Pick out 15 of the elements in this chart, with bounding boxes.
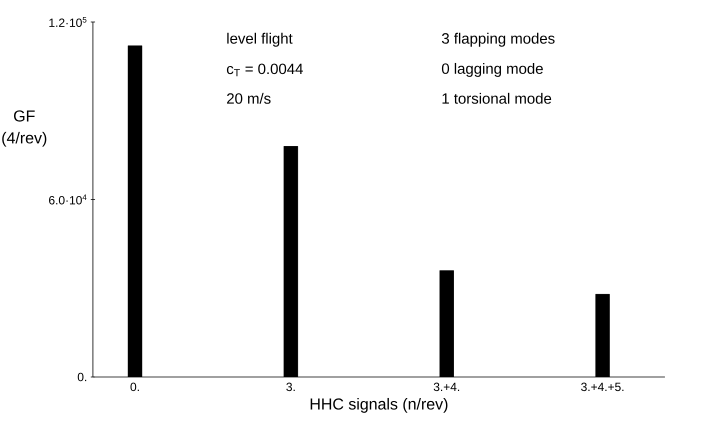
annotation: 0 lagging mode [442,62,543,77]
annotation: 20 m/s [227,92,271,104]
x-tick-label: 0. [130,382,139,392]
x-tick-label: 3. [286,382,295,392]
annotation: 3 flapping modes [442,32,555,47]
annotation: c$_{T}$ = 0.0044 [226,64,303,76]
y-tick-label: 1.2·10$^{5}$ [49,17,86,27]
annotation: level flight [227,32,293,47]
x-tick-label: 3.+4.+5. [581,382,624,392]
y-tick-label: 0. [78,372,86,382]
y-axis-title: GF (4/rev) [2,110,46,147]
annotation: 1 torsional mode [442,92,552,104]
y-tick-label: 6.0·10$^{4}$ [49,194,87,204]
x-tick-label: 3.+4. [434,382,460,392]
x-axis-title: HHC signals (n/rev) [310,398,448,413]
